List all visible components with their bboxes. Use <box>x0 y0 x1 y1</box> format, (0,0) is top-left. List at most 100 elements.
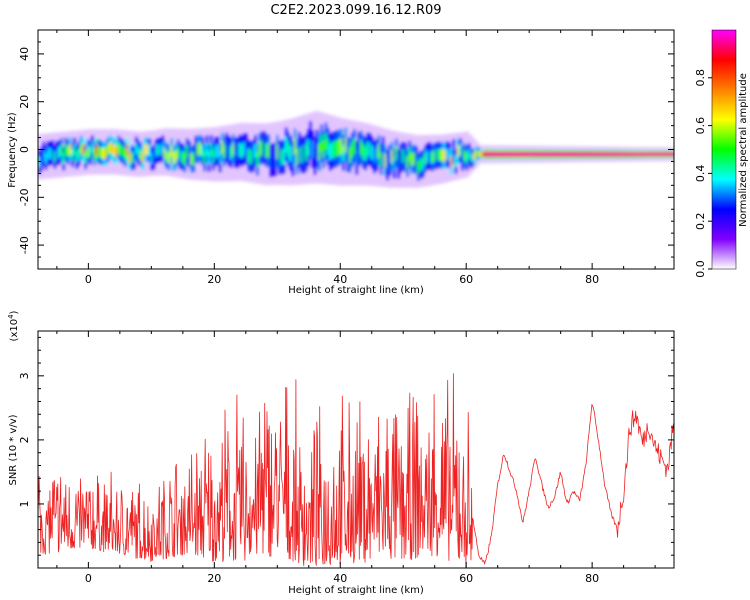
band-core-cell <box>529 151 533 157</box>
band-core-cell <box>366 141 370 157</box>
band-core-cell <box>123 149 127 161</box>
band-core-cell <box>291 150 295 167</box>
band-core-cell <box>628 151 632 157</box>
colorbar-tick-label: 0.4 <box>694 165 707 183</box>
band-core-cell <box>403 150 407 164</box>
band-core-cell <box>84 151 88 163</box>
band-core-cell <box>328 143 332 161</box>
band-core-cell <box>472 153 475 162</box>
band-core-cell <box>134 143 138 154</box>
band-core-cell <box>452 146 456 158</box>
band-core-cell <box>421 157 425 171</box>
band-core-cell <box>335 140 339 157</box>
colorbar-tick-label: 0.0 <box>694 260 707 278</box>
x-tick-label: 80 <box>585 273 599 286</box>
x-tick-label: 40 <box>333 572 347 585</box>
band-core-cell <box>406 156 409 170</box>
band-core-cell <box>430 151 434 164</box>
y-tick-label: 2 <box>18 436 31 443</box>
band-core-cell <box>652 152 656 157</box>
band-core-cell <box>619 151 623 157</box>
band-core-cell <box>399 151 403 165</box>
band-core-cell <box>38 156 41 168</box>
band-core-cell <box>71 149 74 161</box>
band-core-cell <box>375 147 379 162</box>
band-core-cell <box>661 152 665 157</box>
band-core-cell <box>668 152 672 157</box>
band-core-cell <box>273 152 277 168</box>
band-core-cell <box>280 149 284 165</box>
snr-frame <box>37 330 675 569</box>
band-core-cell <box>655 152 658 157</box>
band-core-cell <box>62 153 66 164</box>
snr-panel: 0 20 40 60 80 1 2 3 Height of straight line (km… <box>7 310 675 596</box>
band-core-cell <box>639 152 643 157</box>
x-tick-label: 0 <box>85 273 92 286</box>
band-core-cell <box>60 144 63 156</box>
band-core-cell <box>249 149 253 165</box>
band-core-cell <box>68 143 72 155</box>
band-core-cell <box>104 148 107 160</box>
band-halo-cell <box>674 147 677 161</box>
spectrogram-panel: 0 20 40 60 80 -40 -20 0 20 40 Height of straight … <box>7 29 677 296</box>
y-tick-label: 1 <box>18 500 31 507</box>
band-core-cell <box>487 151 491 158</box>
band-core-cell <box>414 153 418 167</box>
figure-title: C2E2.2023.099.16.12.R09 <box>270 3 441 18</box>
spectrogram-xlabel: Height of straight line (km) <box>288 285 424 296</box>
band-core-cell <box>547 151 550 157</box>
band-core-cell <box>278 150 282 166</box>
band-core-cell <box>644 152 647 157</box>
band-core-cell <box>560 151 564 157</box>
band-core-cell <box>527 151 531 157</box>
band-core-cell <box>503 151 506 158</box>
colorbar-ticks: 0.0 0.2 0.4 0.6 0.8 <box>694 69 712 278</box>
colorbar: 0.0 0.2 0.4 0.6 0.8 Normalized spectral ampl… <box>694 29 749 278</box>
band-core-cell <box>300 146 304 163</box>
band-core-cell <box>615 151 619 157</box>
band-core-cell <box>194 143 198 156</box>
band-core-cell <box>622 151 625 157</box>
band-core-cell <box>408 148 412 162</box>
band-core-cell <box>509 151 513 158</box>
band-core-cell <box>377 143 381 158</box>
band-core-cell <box>214 144 218 158</box>
band-core-cell <box>613 151 617 157</box>
band-core-cell <box>597 151 601 157</box>
band-core-cell <box>313 147 317 165</box>
band-core-cell <box>531 151 535 157</box>
band-core-cell <box>260 140 264 156</box>
band-core-cell <box>361 144 365 160</box>
band-core-cell <box>289 145 293 162</box>
band-core-cell <box>90 142 94 153</box>
band-core-cell <box>364 146 367 162</box>
band-core-cell <box>218 151 222 165</box>
band-core-cell <box>311 140 315 158</box>
band-core-cell <box>395 146 398 161</box>
band-core-cell <box>181 151 185 163</box>
band-core-cell <box>223 145 226 159</box>
band-core-cell <box>558 151 561 157</box>
band-core-cell <box>253 143 257 159</box>
band-core-cell <box>646 152 650 157</box>
band-core-cell <box>242 141 246 156</box>
band-core-cell <box>463 149 467 161</box>
band-core-cell <box>522 151 526 157</box>
band-core-cell <box>163 147 167 159</box>
band-core-cell <box>271 152 275 168</box>
band-core-cell <box>593 151 597 157</box>
band-core-cell <box>533 151 537 157</box>
band-core-cell <box>88 147 92 159</box>
band-core-cell <box>315 140 319 158</box>
band-core-cell <box>606 151 610 157</box>
band-core-cell <box>143 144 147 156</box>
band-core-cell <box>419 158 423 171</box>
band-core-cell <box>276 144 279 160</box>
band-core-cell <box>51 146 55 158</box>
band-core-cell <box>412 152 416 165</box>
band-core-cell <box>410 153 414 167</box>
band-core-cell <box>536 151 539 157</box>
band-core-cell <box>564 151 568 157</box>
band-core-cell <box>344 137 348 153</box>
band-core-cell <box>657 152 661 157</box>
